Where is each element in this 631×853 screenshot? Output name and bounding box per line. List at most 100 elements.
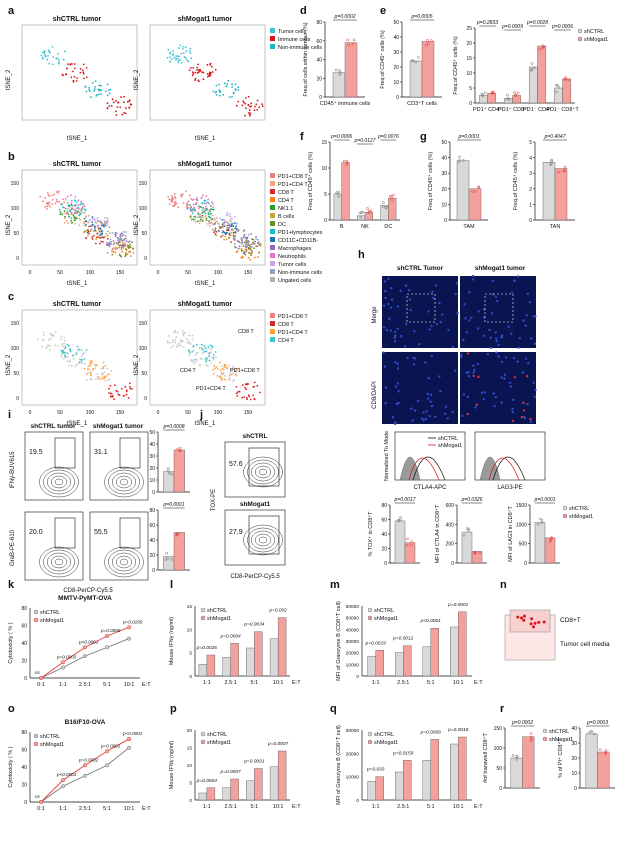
micro-image xyxy=(382,276,459,348)
tsne-point xyxy=(103,222,106,225)
tsne-point xyxy=(44,55,47,57)
y-tick-label: 400 xyxy=(446,522,455,528)
p-value: p=0.0001 xyxy=(100,743,121,748)
legend-label: shCTRL xyxy=(207,732,227,738)
tsne-point xyxy=(211,71,214,73)
tsne-point xyxy=(249,247,252,250)
tsne-point xyxy=(201,220,204,223)
tsne-point xyxy=(241,104,244,107)
contour-line xyxy=(119,558,129,566)
tsne-point xyxy=(60,338,62,341)
tsne-point xyxy=(235,104,238,107)
tsne-x-tick: 150 xyxy=(244,410,253,416)
nucleus xyxy=(397,390,400,393)
nucleus xyxy=(446,417,449,420)
tsne-point xyxy=(235,228,238,231)
tsne-point xyxy=(244,248,247,251)
histogram: CTLA4-APC xyxy=(394,431,466,491)
tsne-legend-label: Ungated cells xyxy=(278,278,312,284)
data-point xyxy=(540,520,544,524)
tsne-point xyxy=(91,362,93,364)
y-tick-label: 0 xyxy=(384,561,387,567)
y-tick-label: 30 xyxy=(393,50,399,56)
tsne-point xyxy=(254,105,256,108)
tsne-point xyxy=(206,73,209,75)
nucleus xyxy=(383,365,387,368)
tsne-point xyxy=(102,236,105,239)
data-point xyxy=(533,66,536,69)
tsne-point xyxy=(59,335,62,338)
bar-treat xyxy=(254,768,263,801)
nucleus xyxy=(486,352,490,356)
tsne-point xyxy=(233,235,236,237)
data-point xyxy=(557,85,561,89)
tsne-point xyxy=(49,337,52,340)
nucleus xyxy=(394,422,397,426)
data-point xyxy=(430,39,433,42)
nucleus xyxy=(488,328,491,332)
bar-treat xyxy=(230,643,239,677)
tsne-point xyxy=(234,227,237,230)
tsne-point xyxy=(46,203,49,205)
tsne-point xyxy=(92,368,95,371)
x-tick-label: 10:1 xyxy=(124,682,135,688)
tsne-point xyxy=(233,91,235,94)
tsne-point xyxy=(235,386,238,388)
tsne-point xyxy=(229,220,232,223)
tsne-point xyxy=(220,235,223,238)
tsne-xlabel: tSNE_1 xyxy=(67,281,88,287)
nucleus xyxy=(495,340,498,343)
tsne-point xyxy=(121,113,124,116)
y-tick-label: 50 xyxy=(149,430,155,436)
bar-ctrl xyxy=(409,60,423,98)
tsne-b-right-frame xyxy=(149,169,266,266)
bar-ctrl xyxy=(246,780,255,801)
tsne-point xyxy=(83,231,85,234)
tsne-point xyxy=(205,215,208,217)
tsne-point xyxy=(51,203,54,206)
tsne-point xyxy=(189,47,192,50)
y-axis-label: Mouse IFNγ (ng/ml) xyxy=(169,741,175,789)
tsne-point xyxy=(210,362,213,364)
nucleus xyxy=(394,385,398,388)
tsne-point xyxy=(170,346,173,349)
tsne-point xyxy=(104,90,107,93)
tsne-point xyxy=(79,71,82,74)
tsne-point xyxy=(166,341,169,344)
tsne-point xyxy=(173,56,176,59)
tsne-point xyxy=(106,94,109,97)
tsne-legend-swatch xyxy=(270,253,275,258)
series-point-treat xyxy=(38,799,44,805)
y-tick-label: 80 xyxy=(316,20,322,26)
bar-treat xyxy=(430,739,439,801)
contour-line xyxy=(251,462,275,482)
tsne-point xyxy=(223,363,226,366)
tsne-y-tick: 50 xyxy=(13,371,19,377)
nucleus xyxy=(534,315,537,318)
tsne-legend-swatch xyxy=(270,245,275,250)
tsne-point xyxy=(243,241,246,244)
tsne-point xyxy=(245,241,248,244)
x-category-label: 1:1 xyxy=(372,804,380,810)
tsne-point xyxy=(223,224,226,227)
tsne-point xyxy=(75,203,77,206)
tsne-point xyxy=(207,364,209,367)
tsne-point xyxy=(111,232,114,235)
tsne-point xyxy=(95,236,98,239)
y-axis-label: Cytotoxicity ( % ) xyxy=(8,622,14,663)
y-tick-label: 0 xyxy=(324,218,327,224)
nucleus xyxy=(454,369,457,372)
contour-line xyxy=(254,465,272,479)
tsne-point xyxy=(228,213,231,216)
y-tick-label: 0 xyxy=(396,95,399,101)
nucleus xyxy=(533,342,537,346)
y-tick-label: 30000 xyxy=(346,639,360,645)
contour-line xyxy=(43,549,75,575)
bar-treat xyxy=(403,645,412,677)
tsne-point xyxy=(67,222,69,225)
tsne-point xyxy=(57,345,60,347)
nucleus xyxy=(477,310,480,313)
tsne-point xyxy=(67,63,69,65)
tsne-point xyxy=(111,250,113,253)
flow-plot: 55.5 xyxy=(89,511,149,581)
